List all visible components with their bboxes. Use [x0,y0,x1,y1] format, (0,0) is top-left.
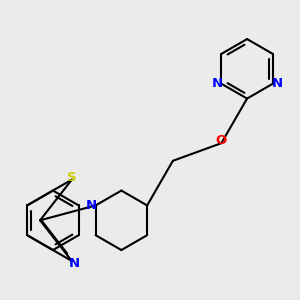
Text: N: N [69,257,80,270]
Text: N: N [86,199,97,212]
Text: O: O [216,134,227,147]
Text: N: N [272,77,283,90]
Text: N: N [212,77,223,90]
Text: S: S [67,171,76,184]
